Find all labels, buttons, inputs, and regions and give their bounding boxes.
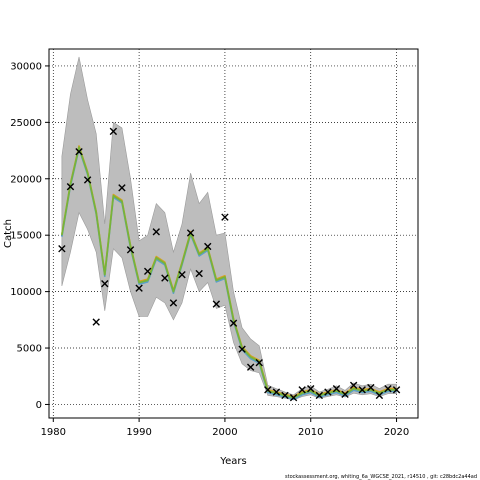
- observed-point: [341, 390, 349, 398]
- y-tick-label: 0: [36, 400, 42, 411]
- axis-ticks: 1980 1990 2000 2010 2020 0 5000 10000 15000 20000…: [10, 61, 409, 438]
- confidence-band-area: [61, 56, 397, 401]
- observed-point: [101, 280, 109, 288]
- footnote: stockassessment.org, whiting_6a_WGCSE_20…: [285, 474, 477, 480]
- observed-point: [169, 299, 178, 307]
- observed-point: [384, 384, 392, 393]
- observed-point: [264, 386, 272, 394]
- y-tick-label: 30000: [10, 61, 42, 72]
- y-tick-label: 10000: [10, 287, 42, 298]
- observed-point: [178, 270, 186, 279]
- observed-point: [75, 147, 83, 156]
- y-tick-label: 20000: [10, 174, 42, 185]
- observed-point: [324, 388, 332, 396]
- observed-point: [367, 383, 375, 392]
- observed-point: [246, 363, 255, 371]
- observed-point: [332, 384, 341, 393]
- confidence-band: [61, 56, 397, 401]
- observed-point: [349, 381, 358, 389]
- observed-point: [58, 245, 66, 253]
- y-tick-label: 15000: [10, 231, 42, 242]
- x-tick-label: 1980: [41, 427, 66, 438]
- observed-point: [92, 318, 100, 326]
- observed-point: [83, 176, 92, 184]
- observed-point: [272, 388, 281, 396]
- y-tick-label: 25000: [10, 118, 42, 129]
- observed-point: [229, 319, 238, 327]
- observed-point: [161, 274, 169, 282]
- observed-point: [392, 386, 401, 394]
- observed-point: [298, 386, 306, 394]
- observed-point: [143, 267, 152, 275]
- observed-point: [358, 386, 366, 394]
- x-tick-label: 2020: [384, 427, 409, 438]
- estimate-line-green: [60, 146, 397, 399]
- observed-point: [255, 359, 263, 367]
- observed-point: [315, 391, 324, 400]
- plot-frame: [48, 48, 419, 419]
- y-tick-label: 5000: [17, 344, 42, 355]
- y-axis-label: Catch: [3, 219, 14, 248]
- x-axis-label: Years: [219, 456, 246, 467]
- observed-point: [152, 228, 160, 236]
- observed-point: [126, 246, 135, 254]
- observed-point: [375, 391, 384, 400]
- x-tick-label: 1990: [126, 427, 151, 438]
- observed-point: [204, 242, 212, 251]
- observed-point: [212, 300, 221, 308]
- observed-point: [186, 229, 195, 237]
- observed-point: [281, 391, 289, 400]
- x-tick-label: 2010: [298, 427, 323, 438]
- observed-point: [109, 127, 118, 136]
- observed-point: [66, 182, 75, 191]
- x-tick-label: 2000: [212, 427, 237, 438]
- observed-point: [195, 269, 203, 278]
- observed-point: [135, 284, 143, 292]
- observed-point: [221, 213, 229, 221]
- observed-point: [118, 184, 126, 192]
- observed-point: [307, 384, 315, 393]
- observed-markers: [58, 127, 401, 402]
- observed-point: [238, 345, 246, 353]
- observed-point: [289, 393, 298, 402]
- estimate-lines: [60, 145, 397, 401]
